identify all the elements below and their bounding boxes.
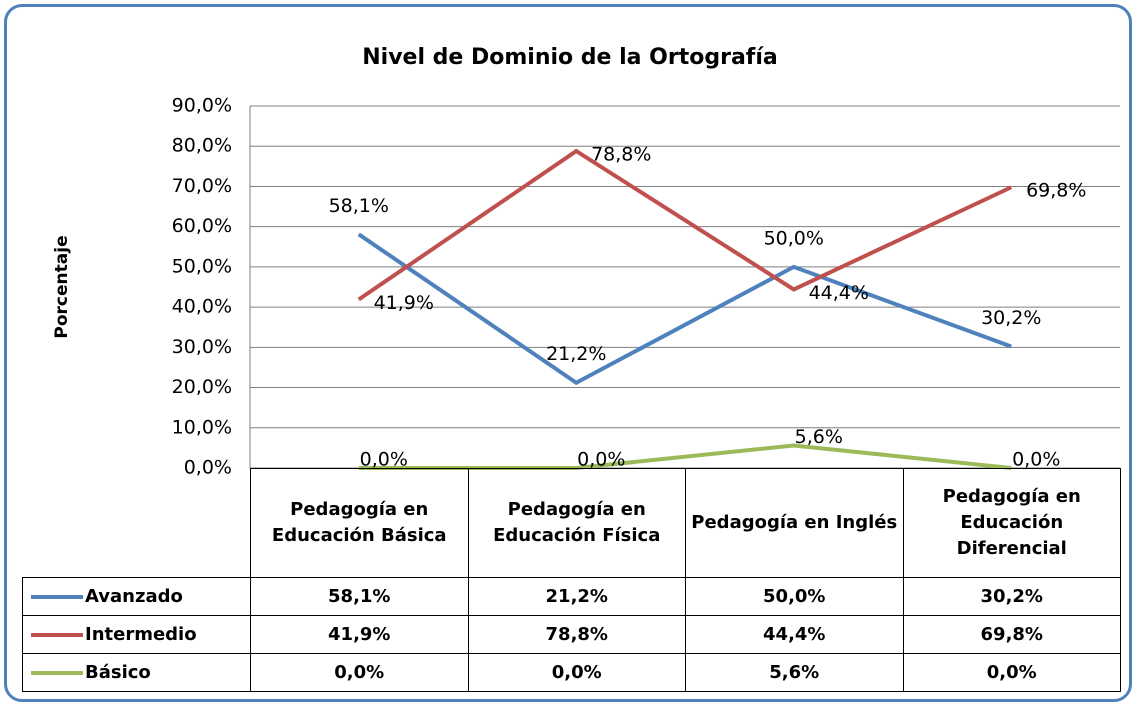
table-value: 58,1% <box>250 577 469 616</box>
data-label: 78,8% <box>591 144 651 166</box>
y-axis-label: Porcentaje <box>52 235 72 338</box>
y-tick-label: 0,0% <box>184 457 232 479</box>
x-tick-label: Pedagogía en Inglés <box>685 468 904 578</box>
table-value: 44,4% <box>685 615 904 654</box>
data-label: 69,8% <box>1026 180 1086 202</box>
table-corner <box>23 469 251 578</box>
data-label: 50,0% <box>764 227 824 249</box>
data-label: 0,0% <box>360 449 408 471</box>
series-line <box>358 443 1012 470</box>
y-tick-label: 70,0% <box>172 175 232 197</box>
table-value: 30,2% <box>902 577 1121 616</box>
x-tick-label: Pedagogía en Educación Diferencial <box>902 468 1121 578</box>
y-tick-label: 30,0% <box>172 336 232 358</box>
table-row: Intermedio 41,9% 78,8% 44,4% 69,8% <box>22 615 1121 654</box>
y-tick-label: 50,0% <box>172 255 232 277</box>
legend-label: Avanzado <box>85 586 183 607</box>
table-value: 78,8% <box>467 615 686 654</box>
y-tick-label: 80,0% <box>172 135 232 157</box>
legend-swatch <box>31 595 83 599</box>
y-tick-label: 20,0% <box>172 376 232 398</box>
legend-label: Intermedio <box>85 624 197 645</box>
legend-cell: Intermedio <box>22 615 251 654</box>
table-value: 0,0% <box>467 653 686 692</box>
series-line <box>357 148 1013 302</box>
table-value: 0,0% <box>250 653 469 692</box>
legend-swatch <box>31 633 83 637</box>
table-header: Pedagogía en Educación Básica Pedagogía e… <box>23 468 1121 578</box>
y-tick-label: 40,0% <box>172 296 232 318</box>
legend-cell: Básico <box>22 653 251 692</box>
legend-swatch <box>31 671 83 675</box>
table-value: 50,0% <box>685 577 904 616</box>
data-label: 0,0% <box>1012 449 1060 471</box>
table-value: 5,6% <box>685 653 904 692</box>
y-tick-label: 90,0% <box>172 95 232 117</box>
data-label: 44,4% <box>809 282 869 304</box>
chart-frame <box>4 4 1132 702</box>
chart-title: Nivel de Dominio de la Ortografía <box>362 45 778 70</box>
data-label: 21,2% <box>546 343 606 365</box>
data-table: Pedagogía en Educación Básica Pedagogía e… <box>22 468 1121 692</box>
data-label: 58,1% <box>329 195 389 217</box>
table-value: 0,0% <box>902 653 1121 692</box>
y-tick-label: 60,0% <box>172 215 232 237</box>
table-value: 41,9% <box>250 615 469 654</box>
table-value: 69,8% <box>902 615 1121 654</box>
data-label: 5,6% <box>795 426 843 448</box>
legend-cell: Avanzado <box>22 577 251 616</box>
x-tick-label: Pedagogía en Educación Básica <box>250 468 469 578</box>
data-label: 0,0% <box>577 449 625 471</box>
data-label: 41,9% <box>374 292 434 314</box>
series-line <box>357 232 1012 386</box>
data-label: 30,2% <box>981 307 1041 329</box>
table-value: 21,2% <box>467 577 686 616</box>
legend-label: Básico <box>85 662 151 683</box>
y-tick-label: 10,0% <box>172 416 232 438</box>
x-tick-label: Pedagogía en Educación Física <box>467 468 686 578</box>
table-row: Avanzado 58,1% 21,2% 50,0% 30,2% <box>22 577 1121 616</box>
table-row: Básico 0,0% 0,0% 5,6% 0,0% <box>22 653 1121 692</box>
